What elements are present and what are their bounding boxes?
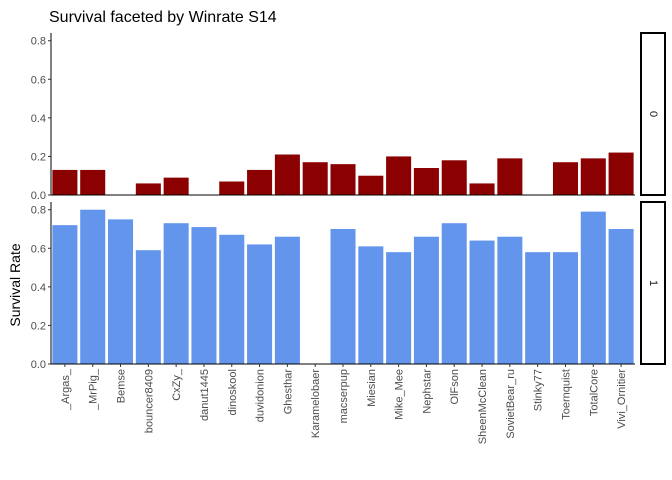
bar-0-macserpup xyxy=(330,164,356,195)
bar-0-OlFson xyxy=(441,160,467,195)
x-tick-label: _Argas_ xyxy=(60,368,72,411)
bar-0-SovietBear_ru xyxy=(497,158,523,195)
x-tick-label: OlFson xyxy=(449,369,461,404)
bar-0-duvidonion xyxy=(247,169,273,195)
facet-panel-1: 0.0 0.2 0.4 0.6 0.8 1 xyxy=(31,201,666,371)
x-tick-label: Bemse xyxy=(116,369,128,403)
x-tick-label: SovietBear_ru xyxy=(505,369,517,439)
bar-0-bouncer8409 xyxy=(135,183,161,195)
x-tick-label: Toernquist xyxy=(560,369,572,420)
facet-panel-0: 0.0 0.2 0.4 0.6 0.8 0 xyxy=(31,32,666,202)
x-tick-label: Mike_Mee xyxy=(394,369,406,420)
bar-0-SheenMcClean xyxy=(469,183,495,195)
bar-1-Stinky77 xyxy=(525,252,551,364)
facet-strip-label: 1 xyxy=(647,280,659,286)
bar-1-Bemse xyxy=(108,219,134,364)
bar-1-TotalCore xyxy=(580,211,606,364)
bar-0-Ghesthar xyxy=(274,154,300,195)
x-tick-label: _MrPig_ xyxy=(88,368,100,411)
y-tick-label: 0.0 xyxy=(31,190,46,202)
bar-0-Mike_Mee xyxy=(386,156,412,195)
bar-1-Toernquist xyxy=(552,252,578,364)
y-tick-label: 0.0 xyxy=(31,359,46,371)
bar-0-TotalCore xyxy=(580,158,606,195)
x-tick-label: duvidonion xyxy=(255,369,267,422)
x-tick-label: Nephstar xyxy=(421,369,433,414)
bar-0-_MrPig_ xyxy=(80,169,106,195)
bar-0-CxZy_ xyxy=(163,177,189,195)
x-tick-label: Karamelobaer xyxy=(310,369,322,438)
bar-1-bouncer8409 xyxy=(135,250,161,364)
bar-1-duvidonion xyxy=(247,244,273,364)
y-tick-label: 0.2 xyxy=(31,151,46,163)
x-tick-labels: _Argas_ _MrPig_ Bemse bouncer8409 CxZy_ danut… xyxy=(60,364,628,444)
x-tick-label: SheenMcClean xyxy=(477,369,489,444)
y-tick-label: 0.8 xyxy=(31,36,46,48)
x-tick-label: Stinky77 xyxy=(533,369,545,411)
y-tick-label: 0.4 xyxy=(31,282,46,294)
x-tick-label: TotalCore xyxy=(588,369,600,416)
bar-0-Karamelobaer xyxy=(302,162,328,195)
x-tick-label: Ghesthar xyxy=(282,369,294,415)
y-tick-label: 0.2 xyxy=(31,320,46,332)
bar-1-_MrPig_ xyxy=(80,209,106,364)
x-tick-label: bouncer8409 xyxy=(143,369,155,433)
x-tick-label: Vivi_Ornitier xyxy=(616,369,628,429)
bar-0-Miesian xyxy=(358,175,384,195)
x-tick-label: dinoskool xyxy=(227,369,239,415)
bar-1-dinoskool xyxy=(219,234,245,364)
bar-1-Vivi_Ornitier xyxy=(608,229,634,364)
chart-title: Survival faceted by Winrate S14 xyxy=(49,9,277,26)
bar-1-Mike_Mee xyxy=(386,252,412,364)
bar-1-danut1445 xyxy=(191,227,217,364)
bar-1-CxZy_ xyxy=(163,223,189,364)
bar-1-SheenMcClean xyxy=(469,240,495,364)
y-axis-label: Survival Rate xyxy=(7,243,23,326)
facet-strip-1 xyxy=(640,201,666,365)
facet-strip-0 xyxy=(640,32,666,196)
bar-1-OlFson xyxy=(441,223,467,364)
facet-panels: 0.0 0.2 0.4 0.6 0.8 0 0.0 0.2 0.4 0.6 0.8 1 xyxy=(31,32,666,371)
y-tick-label: 0.8 xyxy=(31,205,46,217)
bar-0-dinoskool xyxy=(219,181,245,195)
y-tick-label: 0.6 xyxy=(31,74,46,86)
bar-0-Vivi_Ornitier xyxy=(608,152,634,195)
bar-1-Miesian xyxy=(358,246,384,364)
y-tick-label: 0.4 xyxy=(31,113,46,125)
x-tick-label: CxZy_ xyxy=(171,368,183,401)
bar-1-macserpup xyxy=(330,229,356,364)
y-tick-label: 0.6 xyxy=(31,243,46,255)
bar-0-_Argas_ xyxy=(52,169,78,195)
bar-1-Nephstar xyxy=(413,236,439,364)
bar-0-Toernquist xyxy=(552,162,578,195)
bar-0-Nephstar xyxy=(413,168,439,195)
bar-1-_Argas_ xyxy=(52,225,78,364)
bar-1-Ghesthar xyxy=(274,236,300,364)
x-tick-label: macserpup xyxy=(338,369,350,423)
facet-strip-label: 0 xyxy=(647,111,659,117)
bar-1-SovietBear_ru xyxy=(497,236,523,364)
x-tick-label: danut1445 xyxy=(199,369,211,421)
x-tick-label: Miesian xyxy=(366,369,378,407)
